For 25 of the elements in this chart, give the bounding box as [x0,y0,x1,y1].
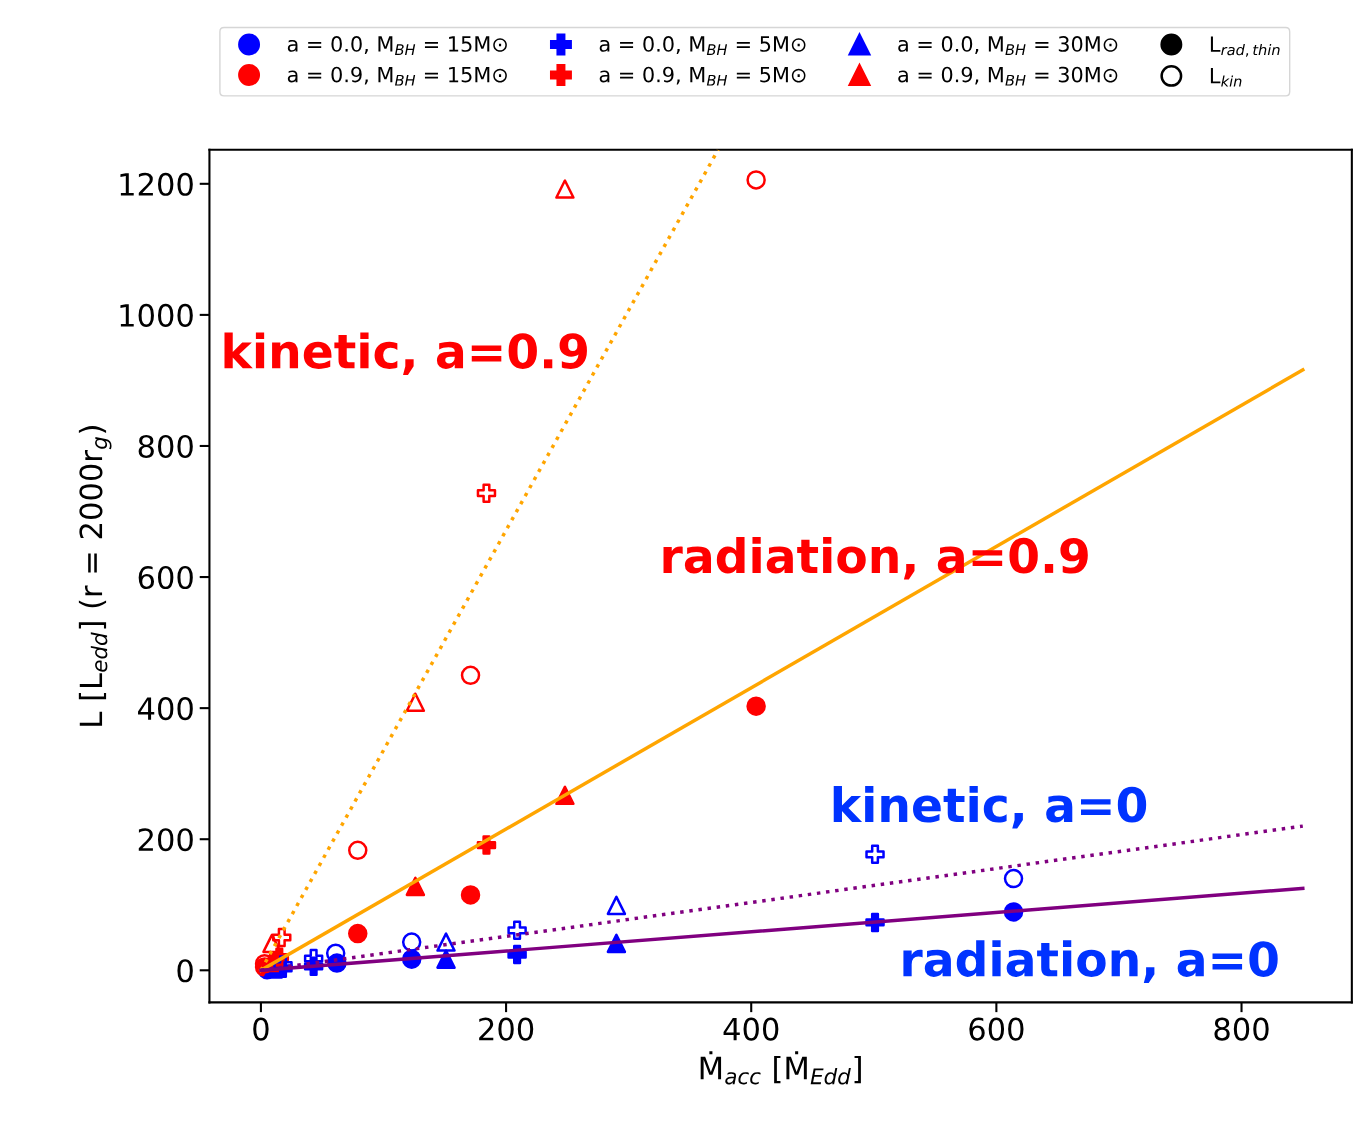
x-tick-label: 600 [969,1017,1024,1041]
legend-label: L$_{rad,thin}$ [1210,36,1280,57]
y-axis-title: L [L$_{edd}$] (r = 2000r$_{g}$) [78,426,112,726]
y-tick-label: 800 [138,434,193,459]
legend-label: a = 0.9, M$_{BH}$ = 30M⊙ [898,66,1118,86]
x-tick-label: 0 [253,1017,269,1041]
y-tick-label: 1200 [120,172,193,196]
x-tick-label: 200 [479,1017,534,1041]
legend-label: a = 0.0, M$_{BH}$ = 30M⊙ [898,36,1118,55]
y-tick-label: 1000 [120,303,193,327]
legend-label: a = 0.0, M$_{BH}$ = 15M⊙ [287,36,507,55]
y-tick-label: 600 [138,565,193,590]
y-tick-label: 0 [177,959,193,983]
x-tick-label: 800 [1214,1017,1269,1041]
legend-label: a = 0.9, M$_{BH}$ = 5M⊙ [599,66,806,86]
annotation: radiation, a=0 [903,940,1278,983]
y-tick-label: 400 [138,697,193,721]
legend-label: L$_{kin}$ [1210,67,1242,87]
legend-label: a = 0.0, M$_{BH}$ = 5M⊙ [599,36,806,55]
legend-label: a = 0.9, M$_{BH}$ = 15M⊙ [287,66,507,86]
x-tick-label: 400 [723,1017,779,1041]
y-tick-label: 200 [138,828,193,852]
annotation: kinetic, a=0.9 [224,332,587,375]
annotation: kinetic, a=0 [833,786,1147,829]
x-axis-title: Ṁ$_{acc}$ [Ṁ$_{Edd}$] [700,1051,861,1085]
